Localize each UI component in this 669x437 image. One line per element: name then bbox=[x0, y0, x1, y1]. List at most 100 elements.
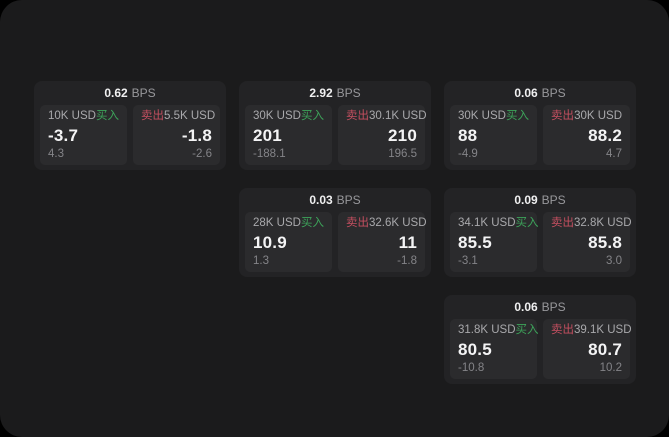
quote-card: 0.06 BPS 31.8K USD 买入 80.5 -10.8 卖出 39.1… bbox=[444, 295, 636, 384]
quote-card: 0.62 BPS 10K USD 买入 -3.7 4.3 卖出 5.5K USD… bbox=[34, 81, 226, 170]
buy-tile-header: 30K USD 买入 bbox=[458, 110, 529, 123]
sell-delta: 196.5 bbox=[388, 147, 417, 160]
sell-delta: -1.8 bbox=[397, 254, 417, 267]
quote-card: 0.09 BPS 34.1K USD 买入 85.5 -3.1 卖出 32.8K… bbox=[444, 188, 636, 277]
bps-value: 0.09 bbox=[514, 193, 538, 207]
buy-notional: 31.8K USD bbox=[458, 324, 516, 336]
sell-price: 210 bbox=[388, 126, 417, 145]
sell-notional: 30K USD bbox=[574, 110, 622, 122]
sell-tile[interactable]: 卖出 30K USD 88.2 4.7 bbox=[543, 105, 630, 165]
buy-tile[interactable]: 34.1K USD 买入 85.5 -3.1 bbox=[450, 212, 539, 272]
sell-notional: 30.1K USD bbox=[369, 110, 427, 122]
buy-tile-header: 34.1K USD 买入 bbox=[458, 217, 539, 230]
sell-tile[interactable]: 卖出 32.8K USD 85.8 3.0 bbox=[543, 212, 632, 272]
buy-notional: 10K USD bbox=[48, 110, 96, 122]
sell-tile-header: 卖出 32.6K USD bbox=[346, 217, 427, 230]
sell-price: 11 bbox=[398, 233, 417, 252]
bps-value: 0.03 bbox=[309, 193, 333, 207]
buy-tile-header: 30K USD 买入 bbox=[253, 110, 324, 123]
bps-value: 0.62 bbox=[104, 86, 128, 100]
buy-delta: -4.9 bbox=[458, 147, 478, 160]
bps-unit-label: BPS bbox=[541, 86, 566, 100]
sell-tile-header: 卖出 30K USD bbox=[551, 110, 622, 123]
sell-notional: 32.8K USD bbox=[574, 217, 632, 229]
bps-header: 0.03 BPS bbox=[245, 188, 425, 212]
buy-tile[interactable]: 31.8K USD 买入 80.5 -10.8 bbox=[450, 319, 539, 379]
bps-header: 0.09 BPS bbox=[450, 188, 630, 212]
quote-body: 28K USD 买入 10.9 1.3 卖出 32.6K USD 11 -1.8 bbox=[245, 212, 427, 272]
buy-delta: -3.1 bbox=[458, 254, 478, 267]
sell-tile-header: 卖出 30.1K USD bbox=[346, 110, 427, 123]
buy-price: 10.9 bbox=[253, 233, 287, 252]
sell-price: -1.8 bbox=[181, 126, 212, 145]
buy-price: 80.5 bbox=[458, 340, 492, 359]
sell-side-label: 卖出 bbox=[141, 110, 164, 122]
buy-delta: -10.8 bbox=[458, 361, 485, 374]
sell-delta: 10.2 bbox=[599, 361, 622, 374]
buy-tile[interactable]: 30K USD 买入 88 -4.9 bbox=[450, 105, 537, 165]
bps-header: 0.06 BPS bbox=[450, 295, 630, 319]
sell-tile[interactable]: 卖出 30.1K USD 210 196.5 bbox=[338, 105, 427, 165]
buy-notional: 30K USD bbox=[458, 110, 506, 122]
quote-body: 34.1K USD 买入 85.5 -3.1 卖出 32.8K USD 85.8… bbox=[450, 212, 632, 272]
bps-unit-label: BPS bbox=[541, 193, 566, 207]
bps-value: 0.06 bbox=[514, 86, 538, 100]
buy-side-label: 买入 bbox=[301, 110, 324, 122]
sell-price: 88.2 bbox=[588, 126, 622, 145]
buy-side-label: 买入 bbox=[515, 217, 539, 229]
buy-tile-header: 28K USD 买入 bbox=[253, 217, 324, 230]
sell-tile[interactable]: 卖出 5.5K USD -1.8 -2.6 bbox=[133, 105, 220, 165]
sell-side-label: 卖出 bbox=[551, 110, 574, 122]
buy-tile-header: 31.8K USD 买入 bbox=[458, 324, 539, 337]
bps-header: 0.62 BPS bbox=[40, 81, 220, 105]
buy-price: -3.7 bbox=[48, 126, 79, 145]
buy-price: 85.5 bbox=[458, 233, 492, 252]
sell-delta: 4.7 bbox=[606, 147, 622, 160]
bps-unit-label: BPS bbox=[336, 193, 361, 207]
buy-tile-header: 10K USD 买入 bbox=[48, 110, 119, 123]
quote-body: 30K USD 买入 88 -4.9 卖出 30K USD 88.2 4.7 bbox=[450, 105, 630, 165]
bps-value: 0.06 bbox=[514, 300, 538, 314]
bps-value: 2.92 bbox=[309, 86, 333, 100]
bps-unit-label: BPS bbox=[336, 86, 361, 100]
bps-header: 2.92 BPS bbox=[245, 81, 425, 105]
quote-body: 10K USD 买入 -3.7 4.3 卖出 5.5K USD -1.8 -2.… bbox=[40, 105, 220, 165]
buy-delta: -188.1 bbox=[253, 147, 286, 160]
sell-notional: 39.1K USD bbox=[574, 324, 632, 336]
quote-card: 0.06 BPS 30K USD 买入 88 -4.9 卖出 30K USD 8… bbox=[444, 81, 636, 170]
buy-side-label: 买入 bbox=[301, 217, 324, 229]
sell-tile-header: 卖出 5.5K USD bbox=[141, 110, 216, 123]
sell-notional: 32.6K USD bbox=[369, 217, 427, 229]
bps-unit-label: BPS bbox=[541, 300, 566, 314]
buy-notional: 28K USD bbox=[253, 217, 301, 229]
quote-body: 31.8K USD 买入 80.5 -10.8 卖出 39.1K USD 80.… bbox=[450, 319, 632, 379]
buy-tile[interactable]: 28K USD 买入 10.9 1.3 bbox=[245, 212, 332, 272]
sell-side-label: 卖出 bbox=[551, 324, 574, 336]
sell-tile-header: 卖出 32.8K USD bbox=[551, 217, 632, 230]
buy-side-label: 买入 bbox=[506, 110, 529, 122]
sell-price: 85.8 bbox=[588, 233, 622, 252]
sell-side-label: 卖出 bbox=[346, 110, 369, 122]
buy-notional: 34.1K USD bbox=[458, 217, 516, 229]
sell-side-label: 卖出 bbox=[551, 217, 574, 229]
sell-notional: 5.5K USD bbox=[164, 110, 216, 122]
buy-side-label: 买入 bbox=[96, 110, 119, 122]
sell-tile[interactable]: 卖出 39.1K USD 80.7 10.2 bbox=[543, 319, 632, 379]
sell-tile-header: 卖出 39.1K USD bbox=[551, 324, 632, 337]
buy-notional: 30K USD bbox=[253, 110, 301, 122]
quote-card: 2.92 BPS 30K USD 买入 201 -188.1 卖出 30.1K … bbox=[239, 81, 431, 170]
buy-tile[interactable]: 30K USD 买入 201 -188.1 bbox=[245, 105, 332, 165]
sell-delta: -2.6 bbox=[192, 147, 212, 160]
buy-tile[interactable]: 10K USD 买入 -3.7 4.3 bbox=[40, 105, 127, 165]
quote-card: 0.03 BPS 28K USD 买入 10.9 1.3 卖出 32.6K US… bbox=[239, 188, 431, 277]
buy-price: 88 bbox=[458, 126, 478, 145]
buy-delta: 1.3 bbox=[253, 254, 269, 267]
buy-delta: 4.3 bbox=[48, 147, 64, 160]
sell-side-label: 卖出 bbox=[346, 217, 369, 229]
sell-price: 80.7 bbox=[588, 340, 622, 359]
bps-header: 0.06 BPS bbox=[450, 81, 630, 105]
quote-body: 30K USD 买入 201 -188.1 卖出 30.1K USD 210 1… bbox=[245, 105, 427, 165]
buy-price: 201 bbox=[253, 126, 282, 145]
sell-tile[interactable]: 卖出 32.6K USD 11 -1.8 bbox=[338, 212, 427, 272]
